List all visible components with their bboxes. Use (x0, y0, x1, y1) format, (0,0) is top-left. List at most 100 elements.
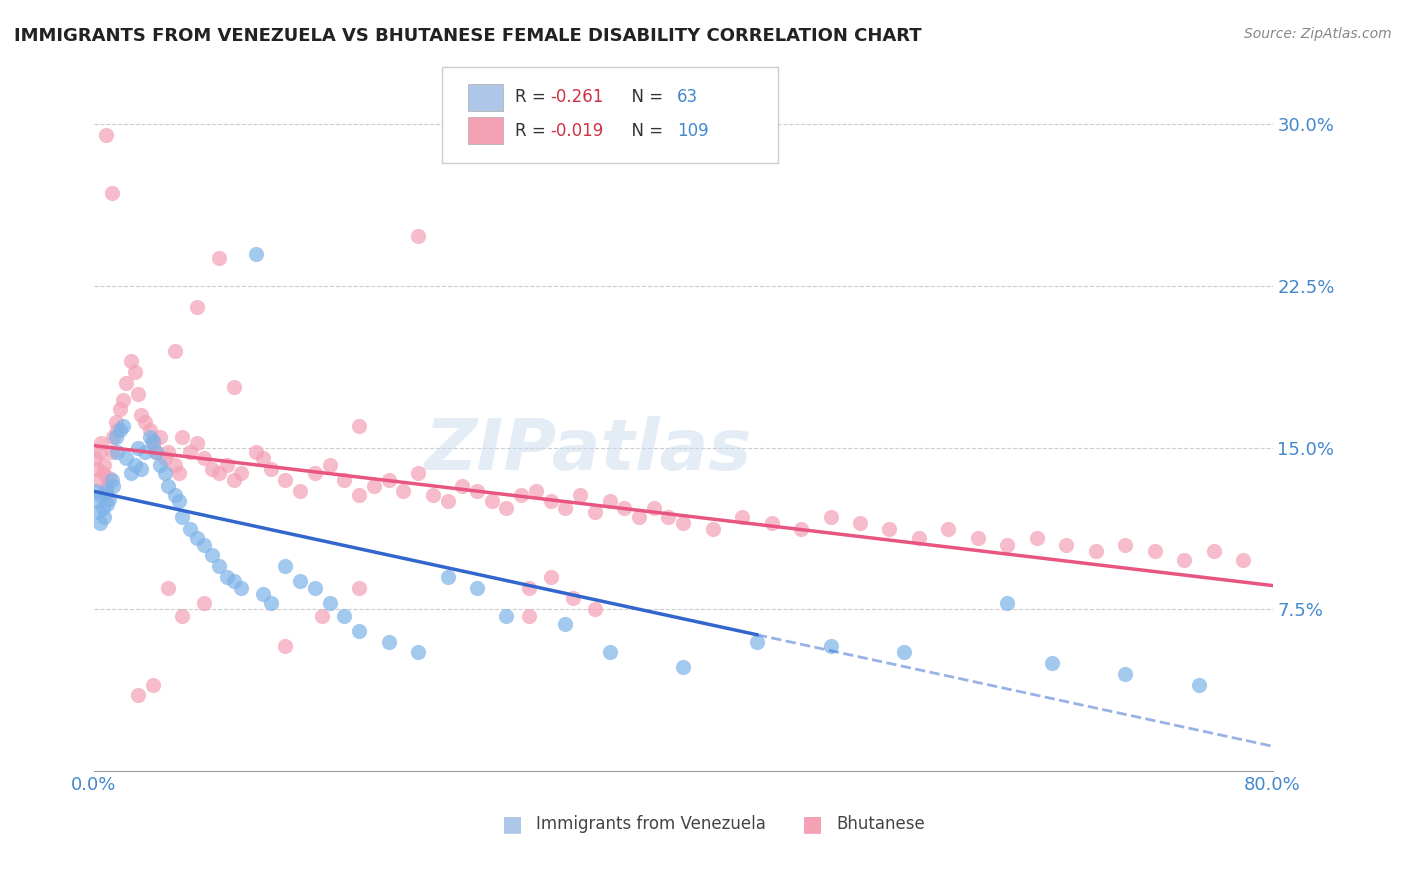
Point (745, 634, 768, 648)
Text: -0.019: -0.019 (550, 121, 603, 140)
Point (93, 509, 115, 524)
Point (120, 354, 142, 368)
Point (96, 497, 118, 511)
Point (1232, 552, 1254, 566)
Point (127, 441, 149, 455)
Point (91, 467, 114, 481)
Text: ZIPatlas: ZIPatlas (425, 417, 752, 485)
Point (142, 436, 165, 450)
Point (820, 509, 842, 524)
Point (672, 516, 695, 530)
Point (90, 436, 112, 450)
Point (186, 531, 208, 545)
Point (613, 500, 636, 515)
Text: 63: 63 (678, 88, 699, 106)
Point (702, 523, 724, 537)
Point (495, 500, 517, 515)
Point (893, 645, 915, 659)
Point (96, 479, 118, 493)
Text: R =: R = (515, 88, 551, 106)
Point (252, 587, 274, 601)
Point (406, 467, 429, 481)
Point (657, 509, 679, 524)
Point (406, 645, 429, 659)
Point (245, 246, 267, 260)
Point (347, 624, 370, 638)
Point (145, 445, 167, 459)
Point (1040, 656, 1063, 670)
Point (569, 488, 592, 502)
Point (1084, 544, 1107, 558)
Point (908, 531, 931, 545)
Point (879, 523, 901, 537)
Point (231, 581, 253, 595)
Point (1202, 544, 1225, 558)
Point (995, 596, 1018, 610)
FancyBboxPatch shape (441, 67, 778, 162)
Point (422, 488, 444, 502)
Point (318, 458, 340, 472)
Point (628, 509, 651, 524)
Point (90, 488, 112, 502)
Point (163, 488, 186, 502)
Point (363, 479, 385, 493)
Point (193, 451, 215, 466)
Point (967, 531, 990, 545)
Point (938, 523, 960, 537)
Point (139, 430, 162, 444)
Point (222, 380, 245, 394)
Point (169, 494, 191, 508)
Point (311, 608, 333, 623)
Point (153, 467, 176, 481)
Point (377, 634, 399, 648)
Point (115, 376, 138, 390)
Point (89, 445, 111, 459)
Point (129, 462, 152, 476)
Point (215, 458, 238, 472)
Text: -0.261: -0.261 (550, 88, 603, 106)
Point (274, 473, 297, 487)
Point (86, 494, 108, 508)
Point (105, 430, 128, 444)
Point (790, 523, 813, 537)
Point (186, 436, 208, 450)
Point (149, 458, 172, 472)
Point (93, 458, 115, 472)
Point (290, 483, 312, 498)
Point (333, 608, 356, 623)
Point (245, 445, 267, 459)
Text: R =: R = (515, 121, 551, 140)
Point (554, 617, 576, 632)
Point (260, 462, 283, 476)
Text: N =: N = (621, 88, 668, 106)
Point (333, 473, 356, 487)
Point (347, 419, 370, 434)
Point (495, 608, 517, 623)
Point (193, 596, 215, 610)
Point (201, 462, 224, 476)
Point (731, 509, 754, 524)
Point (105, 415, 128, 429)
Point (290, 574, 312, 589)
Point (347, 581, 370, 595)
Point (318, 596, 340, 610)
Point (451, 479, 474, 493)
Point (134, 445, 156, 459)
Point (583, 505, 606, 519)
Point (1114, 666, 1136, 681)
Point (179, 445, 201, 459)
Point (561, 591, 583, 606)
Point (87, 505, 110, 519)
Point (820, 639, 842, 653)
Text: N =: N = (621, 121, 668, 140)
Text: Source: ZipAtlas.com: Source: ZipAtlas.com (1244, 27, 1392, 41)
Point (153, 451, 176, 466)
Text: ■: ■ (803, 814, 824, 834)
Point (524, 483, 547, 498)
Point (406, 229, 429, 244)
Point (599, 645, 621, 659)
Point (172, 430, 194, 444)
Point (1054, 538, 1077, 552)
Point (222, 574, 245, 589)
Text: ■: ■ (502, 814, 523, 834)
